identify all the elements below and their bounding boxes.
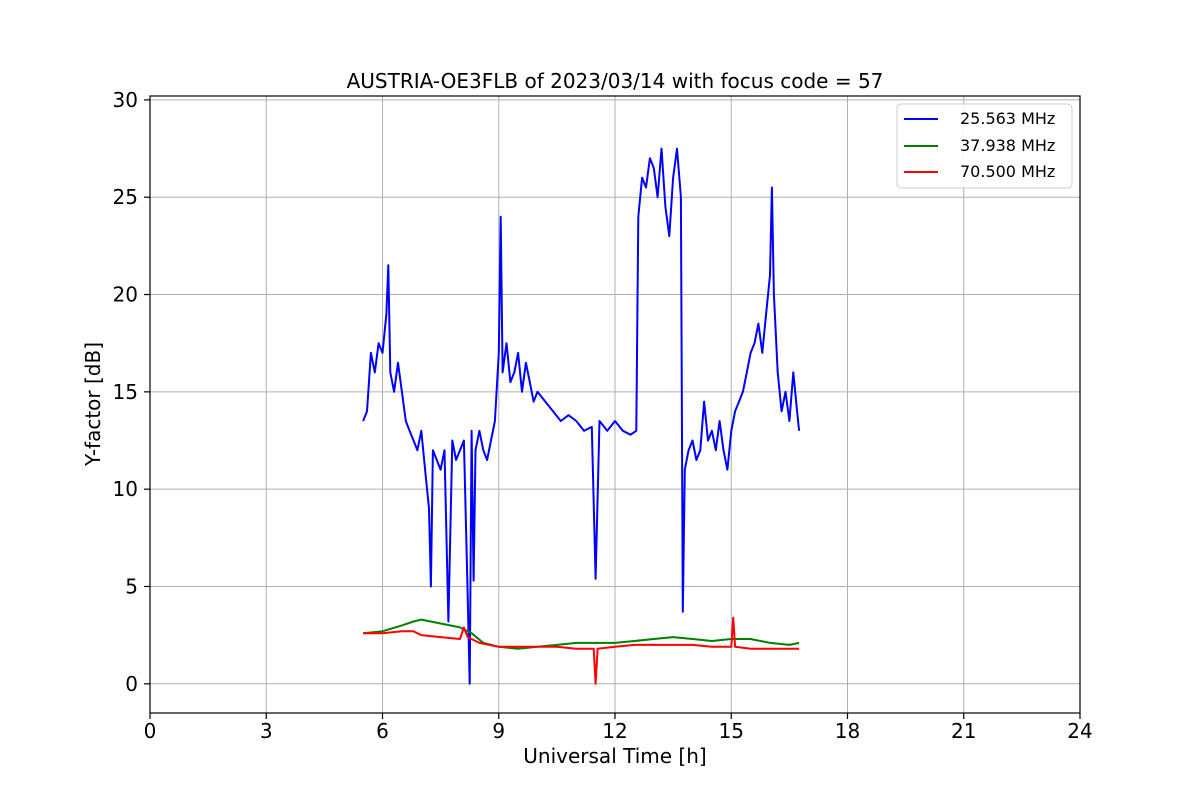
x-tick-label: 3 <box>260 719 273 743</box>
x-tick-label: 6 <box>376 719 389 743</box>
y-tick-label: 0 <box>125 672 138 696</box>
series-line-3 <box>363 616 800 685</box>
y-tick-label: 5 <box>125 574 138 598</box>
series-lines <box>362 147 801 685</box>
y-axis-title: Y-factor [dB] <box>81 342 105 467</box>
x-tick-label: 21 <box>951 719 976 743</box>
series-line-1 <box>362 147 801 685</box>
legend-label-series-3: 70.500 MHz <box>960 162 1055 181</box>
legend-label-series-1: 25.563 MHz <box>960 109 1055 128</box>
chart-title: AUSTRIA-OE3FLB of 2023/03/14 with focus … <box>347 69 884 93</box>
x-tick-label: 9 <box>492 719 505 743</box>
axis-ticks: 0 3 6 9 12 15 18 21 24 0 5 10 15 20 25 30 <box>113 88 1093 743</box>
series-line-2 <box>363 618 800 650</box>
x-tick-label: 12 <box>602 719 627 743</box>
legend-box <box>896 103 1073 189</box>
x-tick-label: 0 <box>144 719 157 743</box>
legend: 25.563 MHz 37.938 MHz 70.500 MHz <box>896 103 1073 189</box>
y-tick-label: 15 <box>113 380 138 404</box>
y-tick-label: 10 <box>113 477 138 501</box>
x-tick-label: 24 <box>1067 719 1092 743</box>
legend-label-series-2: 37.938 MHz <box>960 136 1055 155</box>
y-tick-label: 30 <box>113 88 138 112</box>
x-axis-title: Universal Time [h] <box>523 744 706 768</box>
y-tick-label: 20 <box>113 283 138 307</box>
y-tick-label: 25 <box>113 185 138 209</box>
x-tick-label: 15 <box>719 719 744 743</box>
x-tick-label: 18 <box>835 719 860 743</box>
